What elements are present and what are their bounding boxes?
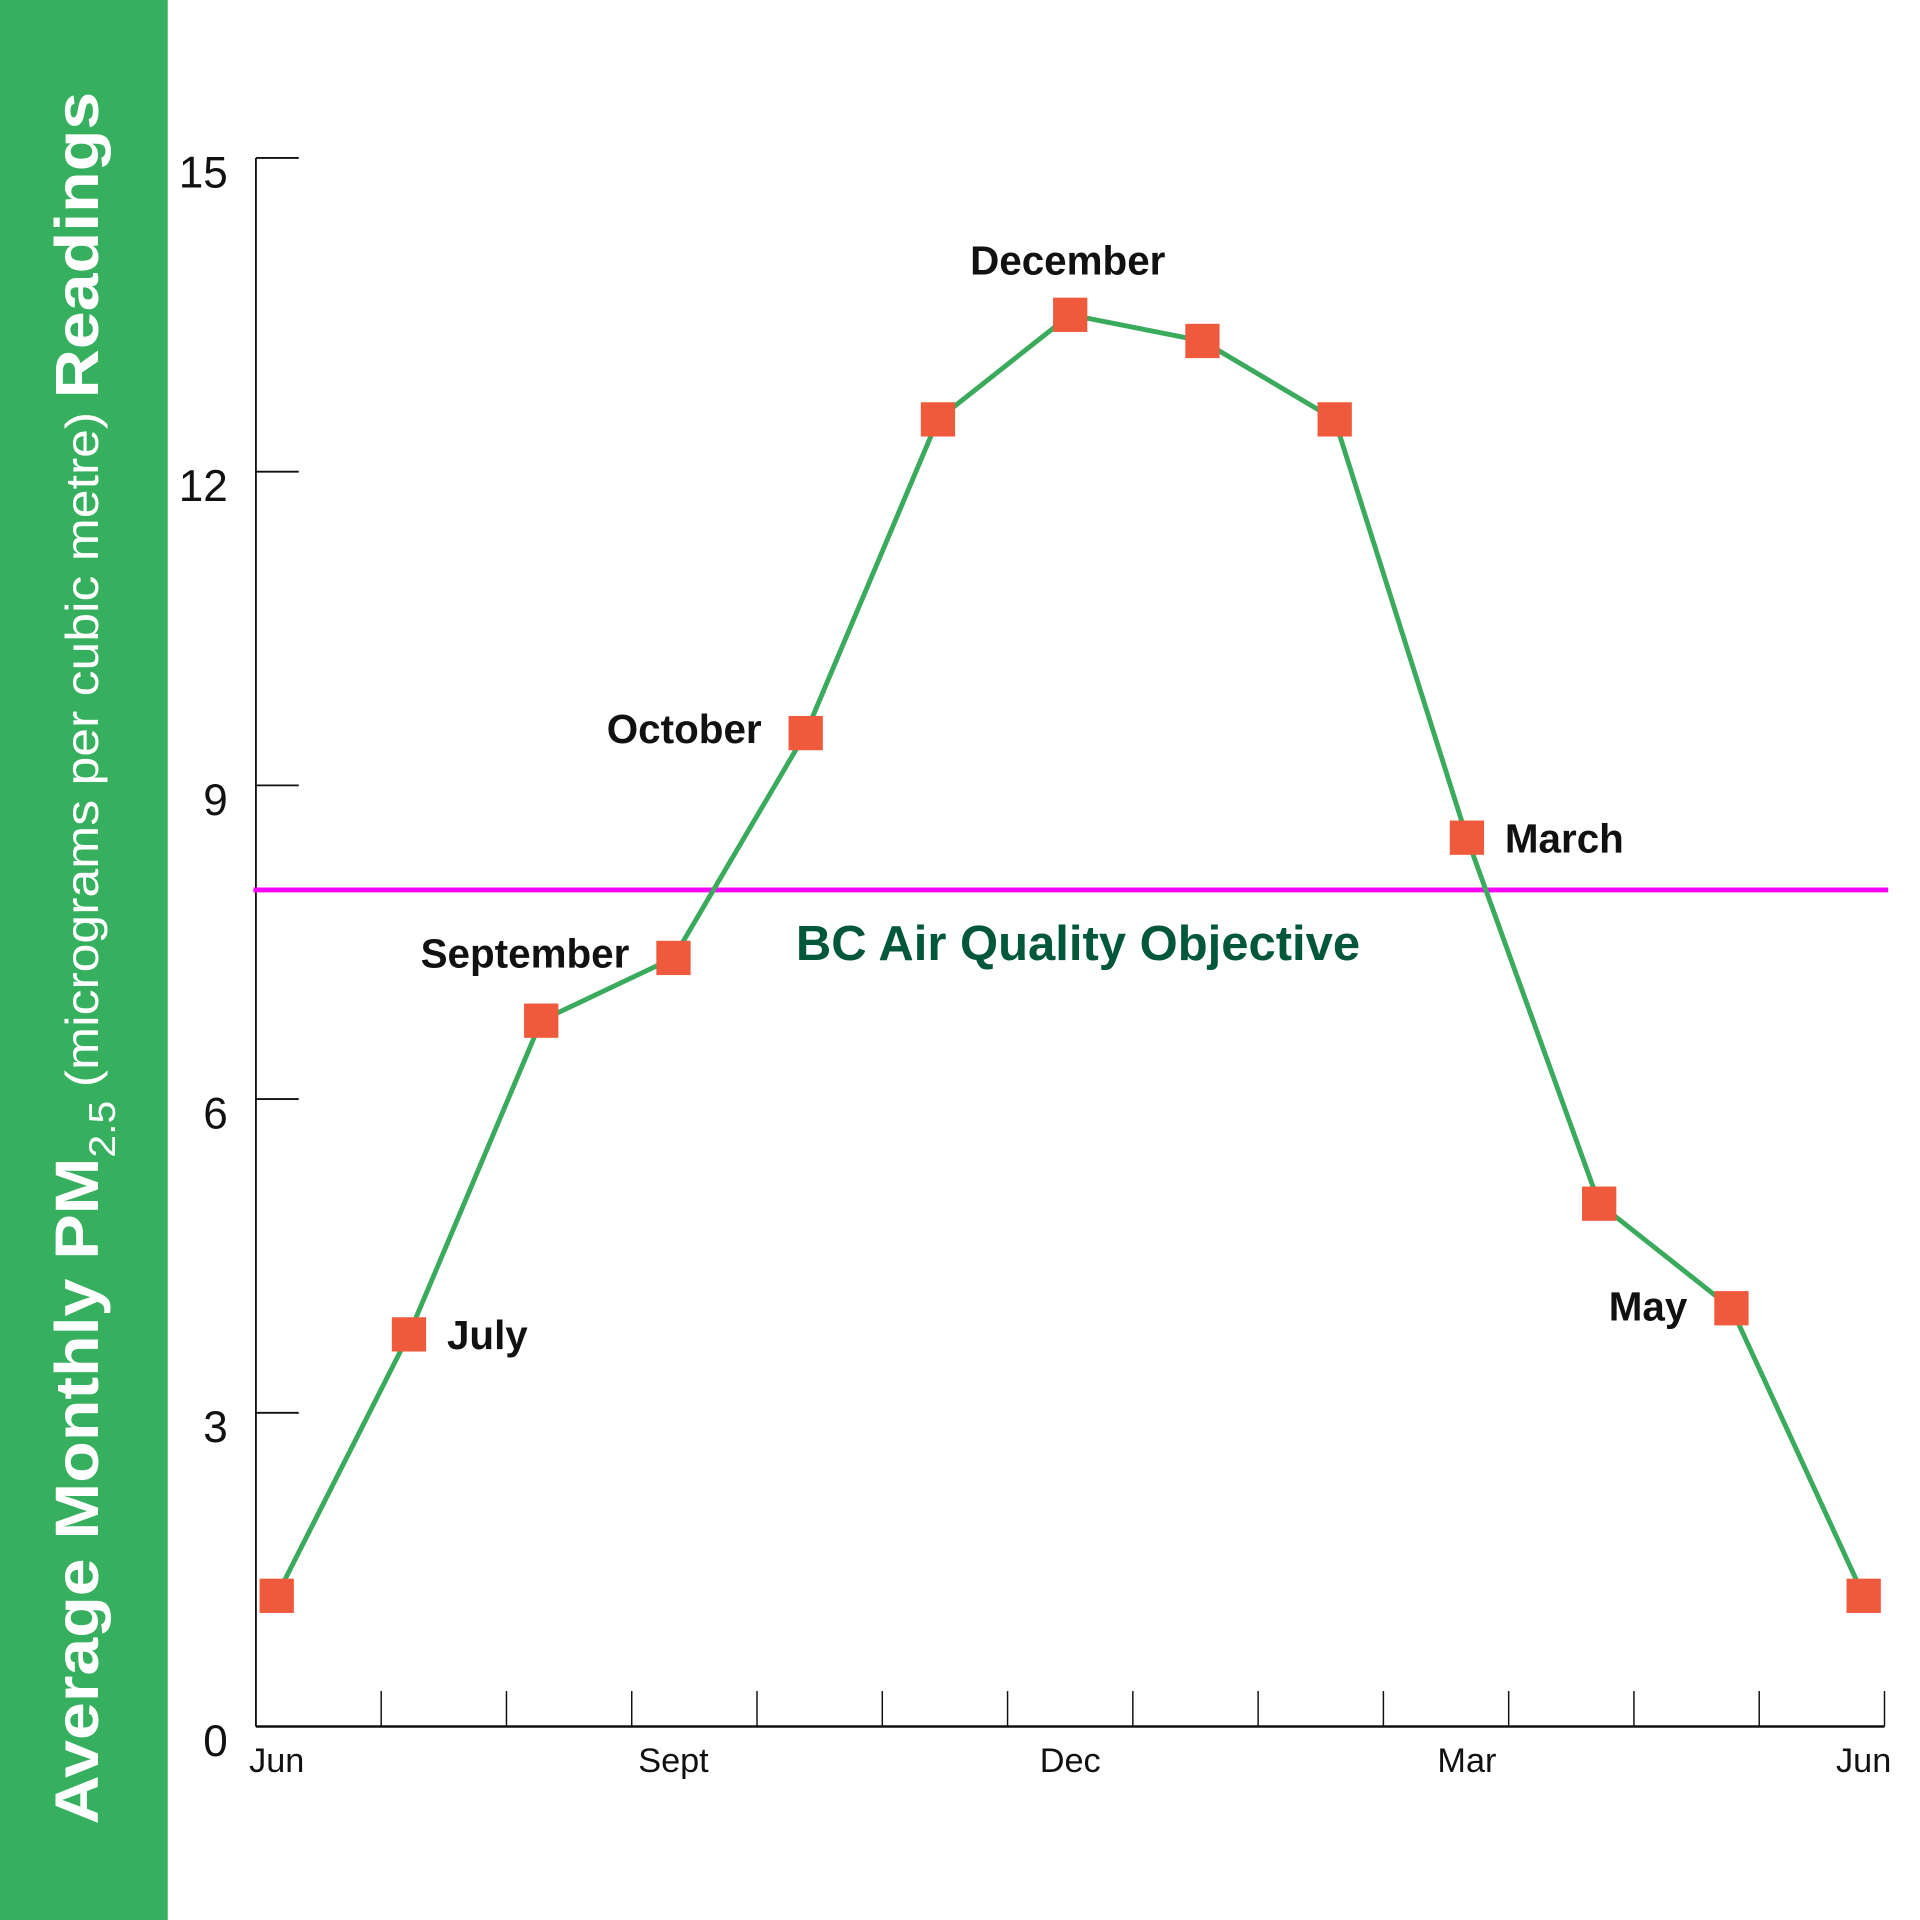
x-tick-label: Jun <box>1836 1742 1891 1780</box>
data-point-marker <box>1053 297 1088 332</box>
y-tick-label: 3 <box>203 1403 228 1452</box>
y-tick-label: 0 <box>203 1717 228 1766</box>
y-axis-title-subscript: 2.5 <box>82 1101 123 1158</box>
reference-line-label: BC Air Quality Objective <box>796 917 1360 971</box>
data-point-marker <box>1714 1291 1749 1326</box>
y-axis-title-band <box>0 0 168 1920</box>
data-point-marker <box>788 715 823 751</box>
data-point-marker <box>259 1578 294 1613</box>
y-axis-title-main: Average Monthly PM <box>43 1158 111 1825</box>
point-label: May <box>1609 1283 1688 1329</box>
y-tick-label: 6 <box>203 1089 228 1138</box>
x-tick-label: Dec <box>1040 1742 1101 1780</box>
data-point-marker <box>1582 1186 1617 1221</box>
data-point-marker <box>391 1317 427 1352</box>
reference-line-group: BC Air Quality Objective <box>253 887 1889 971</box>
series-group <box>259 297 1881 1613</box>
y-tick-label: 9 <box>203 776 228 825</box>
y-axis-title-suffix: Readings <box>43 92 111 398</box>
point-labels: July September October December March May <box>421 237 1688 1358</box>
point-label: October <box>607 706 762 752</box>
data-point-marker <box>1185 323 1220 359</box>
point-label: September <box>421 931 630 977</box>
y-axis-title: Average Monthly PM2.5 (micrograms per cub… <box>43 92 123 1825</box>
x-tick-label: Mar <box>1437 1742 1496 1780</box>
data-point-marker <box>1449 820 1485 855</box>
y-tick-label: 12 <box>179 462 228 511</box>
y-tick-label: 15 <box>179 148 228 197</box>
data-point-marker <box>1317 402 1352 437</box>
data-point-marker <box>656 940 691 976</box>
x-tick-label: Sept <box>638 1742 709 1780</box>
data-point-marker <box>1846 1578 1881 1613</box>
data-point-marker <box>524 1003 559 1038</box>
point-label: March <box>1505 815 1624 861</box>
point-label: July <box>447 1312 528 1358</box>
y-axis-title-unit: (micrograms per cubic metre) <box>56 412 108 1087</box>
point-label: December <box>970 237 1166 283</box>
axes: 0 3 6 9 12 15 Jun Sept Dec Mar Jun <box>179 148 1892 1779</box>
x-tick-label: Jun <box>249 1742 304 1780</box>
data-point-marker <box>920 402 956 437</box>
